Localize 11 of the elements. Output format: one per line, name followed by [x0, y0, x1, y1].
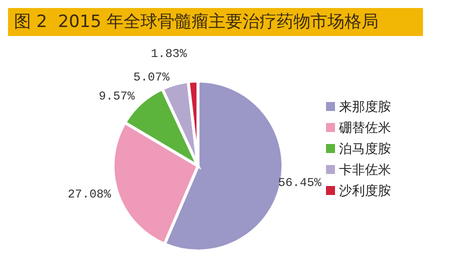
- legend-label: 硼替佐米: [339, 121, 391, 136]
- legend-label: 沙利度胺: [339, 184, 391, 199]
- data-label: 27.08%: [68, 188, 112, 202]
- legend-label: 泊马度胺: [339, 142, 391, 157]
- data-label: 1.83%: [150, 47, 188, 62]
- chart-title: 图 2 2015 年全球骨髓瘤主要治疗药物市场格局: [8, 8, 423, 36]
- data-label: 56.45%: [278, 176, 322, 190]
- legend-label: 来那度胺: [339, 100, 391, 115]
- legend-label: 卡非佐米: [339, 163, 391, 178]
- data-label: 5.07%: [133, 70, 170, 84]
- data-label: 9.57%: [98, 89, 136, 104]
